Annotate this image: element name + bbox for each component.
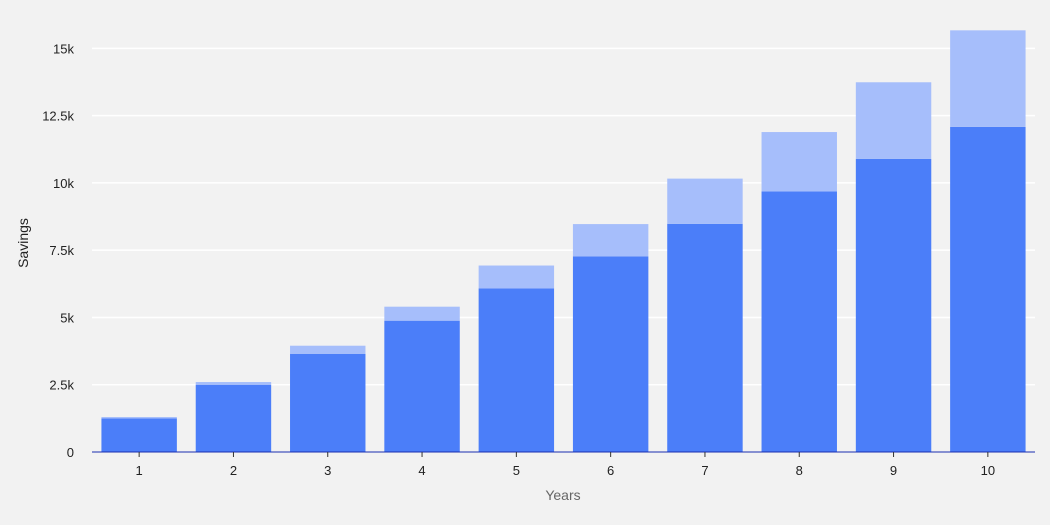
y-tick-label: 12.5k (42, 109, 74, 124)
x-axis-ticks: 1 2 3 4 5 6 7 8 9 10 (136, 452, 995, 478)
y-tick-label: 2.5k (49, 378, 74, 393)
bar-segment-series-2 (667, 178, 743, 224)
bar-segment-series-1 (761, 191, 837, 452)
bar-segment-series-2 (855, 82, 932, 159)
bar-segment-series-1 (195, 384, 272, 452)
bar-segment-series-1 (855, 158, 932, 452)
x-tick-label: 2 (230, 463, 237, 478)
bar-segment-series-2 (950, 30, 1026, 127)
y-tick-label: 7.5k (49, 243, 74, 258)
y-axis-title: Savings (15, 218, 31, 268)
x-tick-label: 6 (607, 463, 614, 478)
x-tick-label: 10 (981, 463, 995, 478)
bars (101, 30, 1026, 453)
y-tick-label: 10k (53, 176, 74, 191)
bar-segment-series-1 (101, 418, 177, 452)
bar-segment-series-1 (478, 288, 555, 452)
x-tick-label: 5 (513, 463, 520, 478)
bar-segment-series-2 (478, 265, 555, 289)
bar-segment-series-1 (384, 320, 460, 452)
bar-segment-series-1 (572, 256, 649, 452)
bar-segment-series-1 (667, 223, 743, 452)
x-tick-label: 9 (890, 463, 897, 478)
y-tick-label: 0 (67, 445, 74, 460)
x-tick-label: 3 (324, 463, 331, 478)
bar-segment-series-2 (195, 382, 272, 385)
bar-segment-series-2 (384, 306, 460, 321)
y-tick-label: 15k (53, 41, 74, 56)
x-tick-label: 8 (796, 463, 803, 478)
x-tick-label: 1 (136, 463, 143, 478)
bar-segment-series-2 (290, 345, 366, 354)
y-axis-ticks: 0 2.5k 5k 7.5k 10k 12.5k 15k (42, 41, 74, 460)
bar-segment-series-2 (572, 224, 649, 257)
x-tick-label: 4 (418, 463, 425, 478)
bar-segment-series-2 (101, 417, 177, 419)
bar-segment-series-1 (950, 126, 1026, 453)
x-tick-label: 7 (701, 463, 708, 478)
bar-segment-series-2 (761, 132, 837, 192)
x-axis-title: Years (545, 487, 580, 503)
bar-segment-series-1 (290, 353, 366, 452)
y-tick-label: 5k (60, 310, 74, 325)
